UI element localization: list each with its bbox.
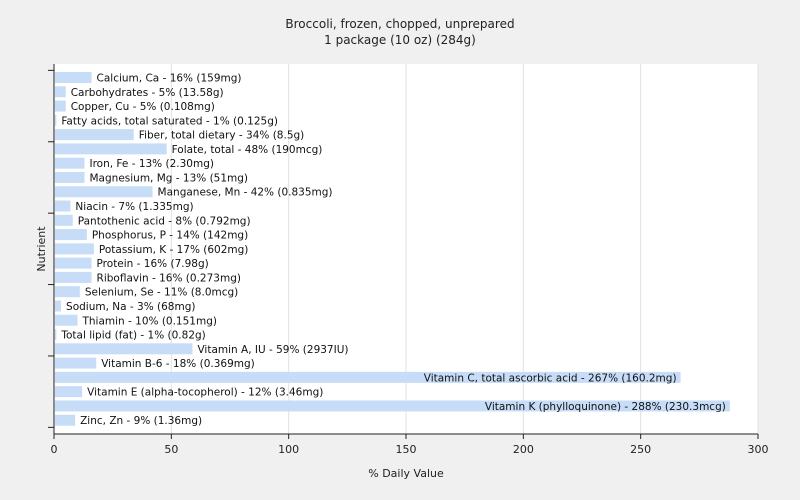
- bar-label: Vitamin A, IU - 59% (2937IU): [197, 344, 348, 356]
- bar: [55, 157, 85, 169]
- x-tick-label: 0: [51, 443, 58, 456]
- bar: [55, 271, 92, 283]
- bar-label: Selenium, Se - 11% (8.0mcg): [85, 287, 238, 299]
- bar: [55, 214, 73, 226]
- bar: [55, 171, 85, 183]
- bar-label: Phosphorus, P - 14% (142mg): [92, 230, 248, 242]
- bar: [55, 414, 76, 426]
- bar: [55, 371, 681, 383]
- bar-label: Vitamin E (alpha-tocopherol) - 12% (3.46…: [87, 387, 323, 399]
- plot-area: 0 50 100 150 200 250 300 Calcium, Ca - 16% (159…: [48, 64, 769, 456]
- x-tick-label: 100: [278, 443, 299, 456]
- bar: [55, 357, 97, 369]
- bar: [55, 200, 71, 212]
- bar: [55, 72, 92, 83]
- bar: [55, 229, 87, 241]
- bar-label: Vitamin K (phylloquinone) - 288% (230.3m…: [485, 401, 726, 413]
- x-tick-label: 250: [630, 443, 651, 456]
- bar-label: Magnesium, Mg - 13% (51mg): [90, 172, 249, 184]
- bar: [55, 300, 62, 312]
- bar-label: Sodium, Na - 3% (68mg): [66, 301, 195, 313]
- x-tick-label: 50: [164, 443, 178, 456]
- bar-label: Iron, Fe - 13% (2.30mg): [90, 158, 214, 170]
- bar: [55, 129, 134, 141]
- bar-label: Copper, Cu - 5% (0.108mg): [71, 101, 215, 113]
- bar-label: Calcium, Ca - 16% (159mg): [97, 73, 242, 85]
- bar-label: Riboflavin - 16% (0.273mg): [97, 272, 241, 284]
- bar: [55, 86, 66, 98]
- chart-title: Broccoli, frozen, chopped, unprepared: [285, 17, 514, 31]
- x-tick-label: 200: [513, 443, 534, 456]
- bar-label: Carbohydrates - 5% (13.58g): [71, 87, 224, 99]
- bar: [55, 114, 57, 126]
- bar: [55, 329, 57, 341]
- bar-label: Fatty acids, total saturated - 1% (0.125…: [61, 115, 278, 127]
- bar-label: Niacin - 7% (1.335mg): [75, 201, 193, 213]
- bar-label: Vitamin B-6 - 18% (0.369mg): [101, 358, 255, 370]
- y-axis-label: Nutrient: [35, 226, 48, 272]
- bar-label: Zinc, Zn - 9% (1.36mg): [80, 415, 202, 427]
- bar-label: Fiber, total dietary - 34% (8.5g): [139, 130, 304, 142]
- bar-label: Manganese, Mn - 42% (0.835mg): [158, 187, 333, 199]
- bar: [55, 386, 83, 398]
- bar: [55, 186, 153, 198]
- bar-label: Thiamin - 10% (0.151mg): [81, 315, 217, 327]
- bar-label: Pantothenic acid - 8% (0.792mg): [78, 215, 251, 227]
- bar-label: Total lipid (fat) - 1% (0.82g): [60, 330, 205, 342]
- x-axis-label: % Daily Value: [368, 467, 444, 480]
- x-tick-label: 150: [396, 443, 417, 456]
- bar-label: Vitamin C, total ascorbic acid - 267% (1…: [424, 372, 677, 384]
- bar: [55, 314, 78, 326]
- x-tick-label: 300: [748, 443, 769, 456]
- bar: [55, 257, 92, 269]
- bar-label: Potassium, K - 17% (602mg): [99, 244, 249, 256]
- bar: [55, 343, 193, 355]
- chart-subtitle: 1 package (10 oz) (284g): [324, 33, 476, 47]
- bar-label: Folate, total - 48% (190mcg): [172, 144, 323, 156]
- bar: [55, 286, 80, 298]
- bar-label: Protein - 16% (7.98g): [97, 258, 209, 270]
- bar: [55, 400, 730, 412]
- bar: [55, 243, 94, 255]
- bar: [55, 143, 167, 155]
- bar: [55, 100, 66, 112]
